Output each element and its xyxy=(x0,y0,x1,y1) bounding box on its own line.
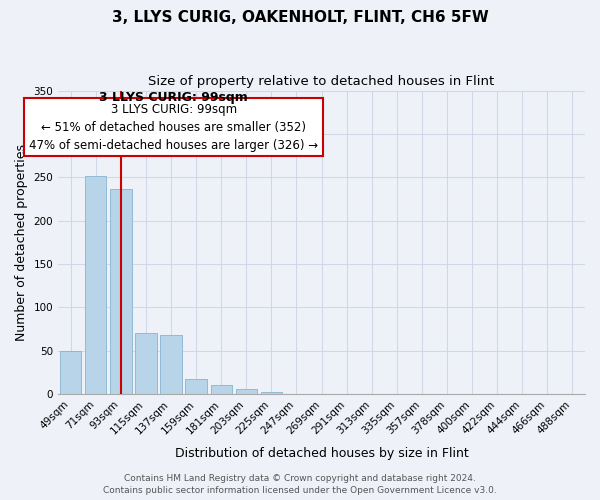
Text: Contains HM Land Registry data © Crown copyright and database right 2024.
Contai: Contains HM Land Registry data © Crown c… xyxy=(103,474,497,495)
Bar xyxy=(236,389,257,394)
Y-axis label: Number of detached properties: Number of detached properties xyxy=(15,144,28,341)
Bar xyxy=(85,176,106,394)
Bar xyxy=(110,190,131,394)
Bar xyxy=(185,378,207,394)
Bar xyxy=(60,351,82,394)
Text: 3 LLYS CURIG: 99sqm: 3 LLYS CURIG: 99sqm xyxy=(99,92,248,104)
Bar xyxy=(160,335,182,394)
Bar xyxy=(136,334,157,394)
Text: 3 LLYS CURIG: 99sqm
← 51% of detached houses are smaller (352)
47% of semi-detac: 3 LLYS CURIG: 99sqm ← 51% of detached ho… xyxy=(29,102,318,152)
Bar xyxy=(261,392,282,394)
Text: 3, LLYS CURIG, OAKENHOLT, FLINT, CH6 5FW: 3, LLYS CURIG, OAKENHOLT, FLINT, CH6 5FW xyxy=(112,10,488,25)
X-axis label: Distribution of detached houses by size in Flint: Distribution of detached houses by size … xyxy=(175,447,469,460)
Bar xyxy=(211,386,232,394)
Title: Size of property relative to detached houses in Flint: Size of property relative to detached ho… xyxy=(148,75,495,88)
